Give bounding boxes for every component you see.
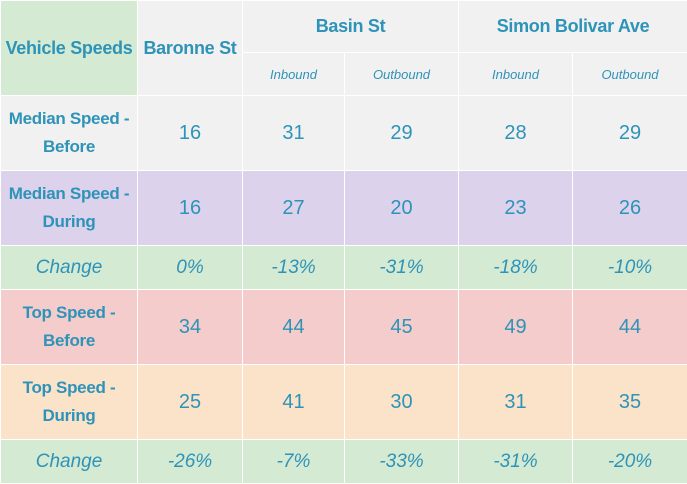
- table-cell: 44: [243, 290, 345, 365]
- row-label-line: Before: [43, 137, 95, 156]
- table-cell: 35: [573, 365, 687, 440]
- row-label: Median Speed - During: [1, 171, 138, 246]
- table-cell: -18%: [459, 246, 573, 290]
- table-cell: -7%: [243, 440, 345, 484]
- table-row: Top Speed - Before 34 44 45 49 44: [1, 290, 687, 365]
- row-label: Median Speed - Before: [1, 96, 138, 171]
- table-cell: 41: [243, 365, 345, 440]
- row-label-line: Top Speed -: [23, 378, 116, 397]
- corner-label: Vehicle Speeds: [1, 1, 138, 96]
- table-cell: 26: [573, 171, 687, 246]
- row-label-line: During: [43, 212, 96, 231]
- subheader-basin-outbound: Outbound: [345, 53, 459, 96]
- table-cell: -10%: [573, 246, 687, 290]
- row-label: Change: [1, 440, 138, 484]
- subheader-simon-outbound: Outbound: [573, 53, 687, 96]
- table-cell: 16: [138, 96, 243, 171]
- table-cell: -31%: [345, 246, 459, 290]
- header-row: Vehicle Speeds Baronne St Basin St Simon…: [1, 1, 687, 53]
- table-cell: 31: [459, 365, 573, 440]
- table-cell: -13%: [243, 246, 345, 290]
- table-cell: 0%: [138, 246, 243, 290]
- row-label: Top Speed - Before: [1, 290, 138, 365]
- subheader-simon-inbound: Inbound: [459, 53, 573, 96]
- table-cell: -31%: [459, 440, 573, 484]
- table-row: Change 0% -13% -31% -18% -10%: [1, 246, 687, 290]
- table-cell: 28: [459, 96, 573, 171]
- table-cell: -20%: [573, 440, 687, 484]
- table-row: Median Speed - Before 16 31 29 28 29: [1, 96, 687, 171]
- table-row: Top Speed - During 25 41 30 31 35: [1, 365, 687, 440]
- table-cell: 25: [138, 365, 243, 440]
- table-cell: -26%: [138, 440, 243, 484]
- subheader-basin-inbound: Inbound: [243, 53, 345, 96]
- column-header-baronne: Baronne St: [138, 1, 243, 96]
- row-label-line: Before: [43, 331, 95, 350]
- table-cell: 49: [459, 290, 573, 365]
- table-row: Median Speed - During 16 27 20 23 26: [1, 171, 687, 246]
- table-cell: 30: [345, 365, 459, 440]
- row-label-line: Top Speed -: [23, 303, 116, 322]
- table-row: Change -26% -7% -33% -31% -20%: [1, 440, 687, 484]
- table-cell: 29: [573, 96, 687, 171]
- table-cell: 23: [459, 171, 573, 246]
- column-header-simon-bolivar: Simon Bolivar Ave: [459, 1, 687, 53]
- table-cell: 44: [573, 290, 687, 365]
- table-cell: 34: [138, 290, 243, 365]
- row-label-line: Median Speed -: [9, 109, 130, 128]
- row-label-line: During: [43, 406, 96, 425]
- row-label: Change: [1, 246, 138, 290]
- column-header-basin: Basin St: [243, 1, 459, 53]
- table-cell: -33%: [345, 440, 459, 484]
- table-cell: 29: [345, 96, 459, 171]
- table-cell: 45: [345, 290, 459, 365]
- row-label: Top Speed - During: [1, 365, 138, 440]
- row-label-line: Median Speed -: [9, 184, 130, 203]
- table-cell: 27: [243, 171, 345, 246]
- table-cell: 16: [138, 171, 243, 246]
- table-cell: 20: [345, 171, 459, 246]
- table-cell: 31: [243, 96, 345, 171]
